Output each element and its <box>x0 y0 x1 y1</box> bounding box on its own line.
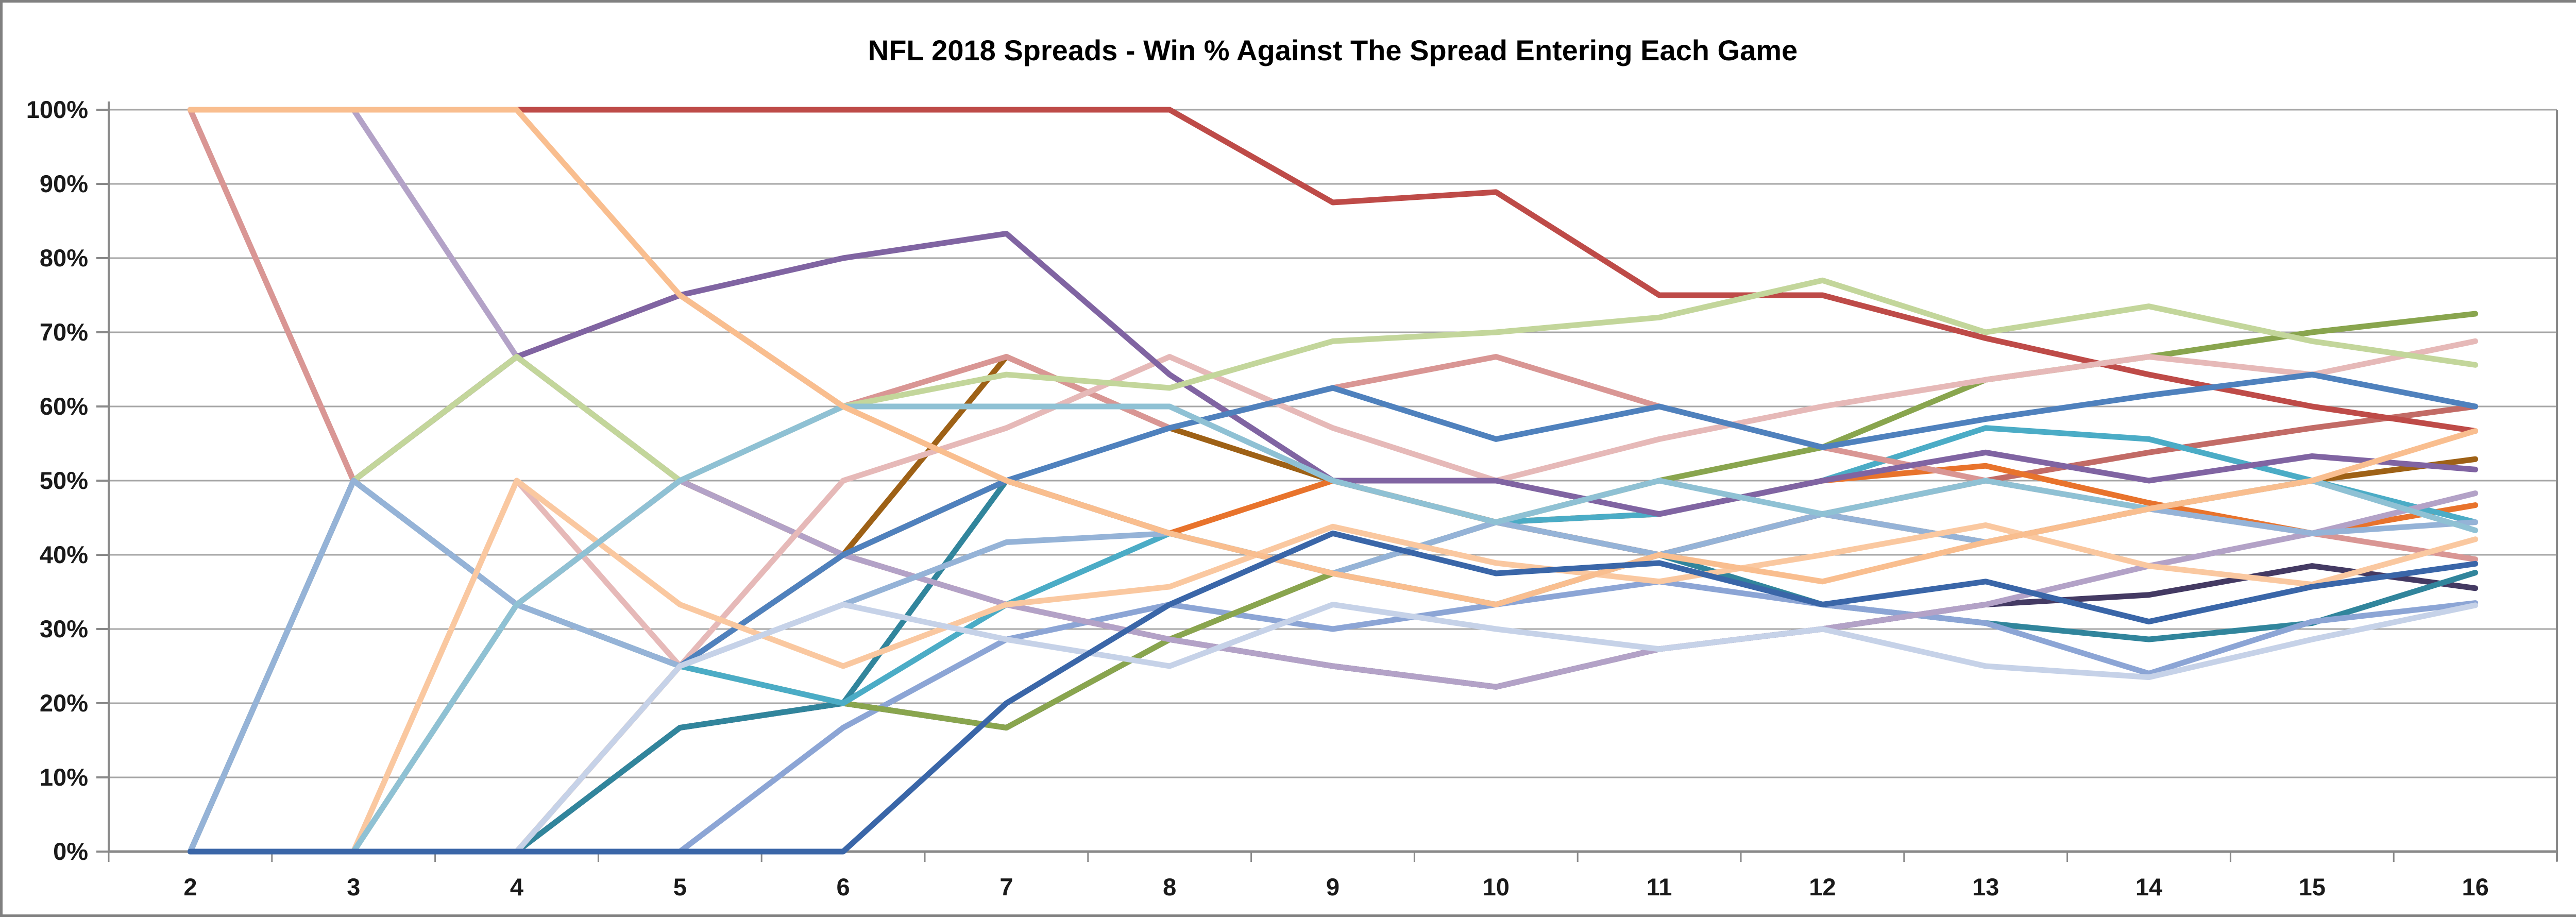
x-axis-tick-label: 14 <box>2136 873 2162 901</box>
gridlines <box>96 109 2558 862</box>
series-line-med-green <box>187 311 2479 855</box>
x-axis-tick-label: 16 <box>2462 873 2488 901</box>
x-axis-tick-label: 11 <box>1647 873 1672 901</box>
x-axis-tick-label: 4 <box>510 873 523 901</box>
series-line-sky-blue <box>187 403 2479 855</box>
x-axis-tick-label: 10 <box>1483 873 1510 901</box>
y-axis-tick-label: 50% <box>40 467 88 494</box>
axis-labels: 0% 10% 20% 30% 40% 50% 60% 70% 80% 90% 100% 2 3 4 5 6 7 8… <box>26 96 2489 901</box>
x-axis-tick-label: 9 <box>1326 873 1340 901</box>
y-axis-tick-label: 60% <box>40 393 88 420</box>
y-axis-tick-label: 90% <box>40 170 88 197</box>
series-line-cornflower <box>187 579 2479 855</box>
x-axis-tick-label: 3 <box>347 873 360 901</box>
series-line-med-purple <box>187 230 2479 855</box>
series-line-pale-green <box>187 277 2479 855</box>
x-axis-tick-label: 5 <box>673 873 687 901</box>
y-axis-tick-label: 10% <box>40 763 88 791</box>
x-axis-tick-label: 7 <box>999 873 1013 901</box>
x-axis-tick-label: 13 <box>1972 873 1999 901</box>
x-axis-tick-label: 6 <box>837 873 850 901</box>
series-line-dusty-rose <box>187 338 2479 855</box>
x-axis-tick-label: 12 <box>1809 873 1836 901</box>
x-axis-tick-label: 8 <box>1163 873 1176 901</box>
y-axis-tick-label: 20% <box>40 689 88 717</box>
series-group <box>187 107 2479 855</box>
x-axis-tick-label: 15 <box>2299 873 2326 901</box>
x-axis-tick-label: 2 <box>183 873 197 901</box>
chart-title: NFL 2018 Spreads - Win % Against The Spr… <box>868 34 1798 66</box>
y-axis-tick-label: 0% <box>53 838 88 865</box>
series-line-periwinkle <box>187 601 2479 855</box>
series-line-royal-blue <box>187 530 2479 855</box>
y-axis-tick-label: 40% <box>40 541 88 568</box>
y-axis-tick-label: 30% <box>40 615 88 642</box>
y-axis-tick-label: 80% <box>40 244 88 271</box>
y-axis-tick-label: 70% <box>40 318 88 346</box>
y-axis-tick-label: 100% <box>26 96 88 123</box>
line-chart: 0% 10% 20% 30% 40% 50% 60% 70% 80% 90% 100% 2 3 4 5 6 7 8… <box>26 34 2558 901</box>
series-line-light-peach <box>187 478 2479 855</box>
series-line-orange <box>187 463 2479 855</box>
series-line-peach <box>187 107 2479 607</box>
series-line-brick-red <box>187 107 2479 434</box>
